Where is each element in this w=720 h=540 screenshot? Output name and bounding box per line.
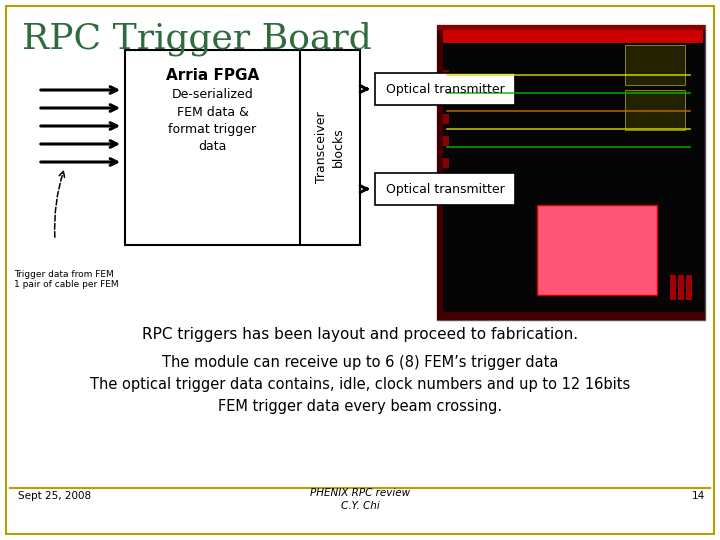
Bar [375, 73, 515, 105]
Bar [437, 25, 705, 30]
Bar [439, 136, 449, 146]
Text: Trigger data from FEM
1 pair of cable per FEM: Trigger data from FEM 1 pair of cable pe… [14, 270, 119, 289]
Bar [439, 92, 449, 102]
Bar [625, 45, 685, 85]
Text: C.Y. Chi: C.Y. Chi [341, 501, 379, 511]
Bar [437, 312, 705, 320]
Bar [439, 70, 449, 80]
Bar [678, 275, 684, 300]
Text: Optical transmitter: Optical transmitter [386, 83, 505, 96]
Bar [439, 114, 449, 124]
Bar [439, 29, 703, 43]
Text: PHENIX RPC review: PHENIX RPC review [310, 488, 410, 498]
Text: 14: 14 [692, 491, 705, 501]
FancyBboxPatch shape [6, 6, 714, 534]
Bar [437, 25, 443, 320]
Bar [437, 25, 705, 320]
Text: Optical transmitter: Optical transmitter [386, 183, 505, 195]
Text: De-serialized
FEM data &
format trigger
data: De-serialized FEM data & format trigger … [168, 88, 256, 153]
Text: Arria FPGA: Arria FPGA [166, 68, 259, 83]
Text: The module can receive up to 6 (8) FEM’s trigger data
The optical trigger data c: The module can receive up to 6 (8) FEM’s… [90, 355, 630, 414]
Bar [537, 205, 657, 295]
Bar [625, 90, 685, 130]
Bar [125, 50, 360, 245]
Text: Sept 25, 2008: Sept 25, 2008 [18, 491, 91, 501]
Bar [375, 173, 515, 205]
Text: Transceiver
blocks: Transceiver blocks [315, 112, 345, 183]
Text: RPC triggers has been layout and proceed to fabrication.: RPC triggers has been layout and proceed… [142, 327, 578, 342]
Bar [439, 158, 449, 168]
Bar [670, 275, 676, 300]
Bar [439, 180, 449, 190]
Text: RPC Trigger Board: RPC Trigger Board [22, 22, 372, 57]
Bar [686, 275, 692, 300]
